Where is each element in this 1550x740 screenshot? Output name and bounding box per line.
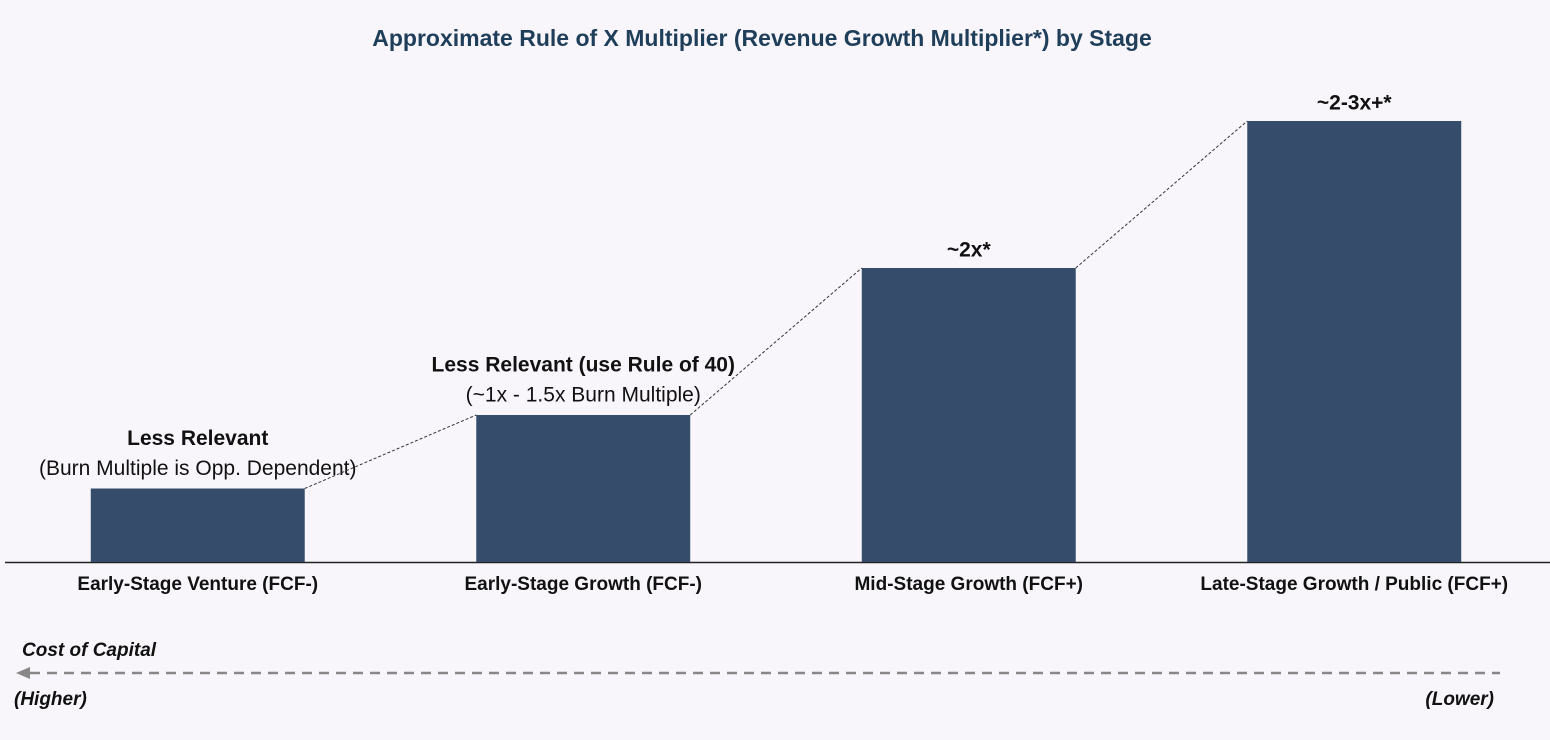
x-tick-label: Mid-Stage Growth (FCF+) [854, 574, 1083, 595]
bar-annotation: ~2x* [947, 239, 992, 262]
x-tick-label: Early-Stage Venture (FCF-) [77, 574, 318, 595]
bar [1247, 121, 1462, 562]
bar-annotation: Less Relevant (use Rule of 40) [432, 354, 735, 377]
connector [1075, 120, 1248, 269]
cost-arrow-head [16, 667, 30, 679]
bar-annotation: ~2-3x+* [1317, 92, 1393, 115]
cost-left: (Higher) [14, 689, 87, 710]
bar-annotation: Less Relevant [127, 427, 268, 450]
bar-annotation-note: (Burn Multiple is Opp. Dependent) [39, 457, 357, 480]
x-tick-label: Early-Stage Growth (FCF-) [464, 574, 702, 595]
bar [90, 488, 305, 562]
bar [476, 415, 691, 562]
chart-title: Approximate Rule of X Multiplier (Revenu… [372, 25, 1152, 51]
x-tick-label: Late-Stage Growth / Public (FCF+) [1200, 574, 1508, 595]
connector [304, 414, 477, 489]
cost-right: (Lower) [1425, 689, 1494, 710]
bar-annotation-note: (~1x - 1.5x Burn Multiple) [466, 384, 701, 407]
connector [689, 267, 863, 416]
bar [861, 268, 1076, 562]
cost-label: Cost of Capital [22, 640, 157, 661]
